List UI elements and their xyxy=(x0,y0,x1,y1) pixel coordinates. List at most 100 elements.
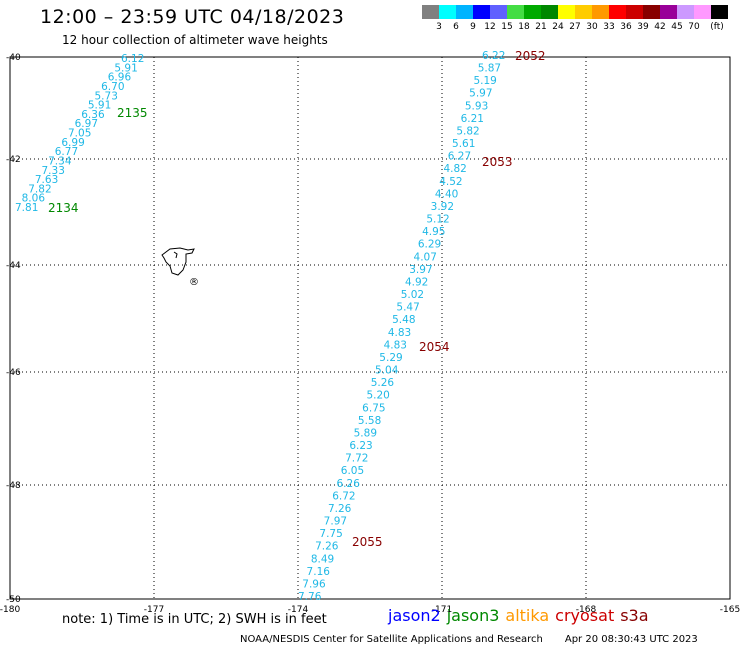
latitude-label: -48 xyxy=(6,481,21,491)
wave-height-value: 3.92 xyxy=(431,201,454,213)
longitude-label: -168 xyxy=(576,605,597,615)
pass-id-label: 2055 xyxy=(352,535,383,549)
color-scale-label: (ft) xyxy=(710,22,724,32)
longitude-label: -180 xyxy=(0,605,20,615)
wave-height-value: 5.20 xyxy=(366,390,389,402)
color-scale-label: 33 xyxy=(603,22,615,32)
wave-height-value: 7.34 xyxy=(48,155,72,167)
wave-height-value: 5.87 xyxy=(478,63,501,75)
legend-altika: altika xyxy=(505,606,550,625)
wave-height-value: 7.26 xyxy=(315,541,339,553)
color-swatch xyxy=(541,5,558,19)
wave-height-value: 7.96 xyxy=(302,578,326,590)
track-jason3: 6.125.916.966.705.735.916.366.977.056.99… xyxy=(15,53,148,215)
latitude-label: -50 xyxy=(6,595,21,605)
wave-height-value: 5.02 xyxy=(401,289,424,301)
credit-line: NOAA/NESDIS Center for Satellite Applica… xyxy=(240,634,698,645)
wave-height-value: 7.82 xyxy=(28,183,51,195)
wave-height-value: 7.81 xyxy=(15,202,38,214)
color-scale-label: 18 xyxy=(518,22,530,32)
wave-height-value: 4.82 xyxy=(443,163,466,175)
wave-height-value: 5.61 xyxy=(452,138,475,150)
wave-height-value: 6.36 xyxy=(81,109,105,121)
axis-labels: -180 -177 -174 -171 -168 -165 -40 -42 -44 -46 -48 -… xyxy=(0,53,740,615)
wave-height-value: 6.77 xyxy=(55,146,78,158)
longitude-label: -174 xyxy=(288,605,309,615)
color-swatch xyxy=(456,5,473,19)
color-swatch xyxy=(592,5,609,19)
color-scale-labels: 3 6 9 12 15 18 21 24 27 30 33 36 39 42 45 70 (ft) xyxy=(422,22,740,34)
wave-height-value: 4.83 xyxy=(384,339,407,351)
wave-height-value: 5.97 xyxy=(469,88,492,100)
wave-height-value: 6.29 xyxy=(418,239,441,251)
wave-height-value: 6.75 xyxy=(362,402,385,414)
legend-jason2: jason2 xyxy=(388,606,441,625)
color-scale-label: 9 xyxy=(470,22,476,32)
latitude-label: -40 xyxy=(6,53,21,63)
pass-id-label: 2054 xyxy=(419,340,450,354)
latitude-label: -44 xyxy=(6,261,21,271)
pass-id-label: 2134 xyxy=(48,201,79,215)
island-outline: ® xyxy=(161,247,199,288)
color-scale-label: 39 xyxy=(637,22,649,32)
generated-timestamp: Apr 20 08:30:43 UTC 2023 xyxy=(564,634,698,645)
legend-jason3: jason3 xyxy=(446,606,500,625)
wave-height-value: 7.05 xyxy=(68,128,91,140)
wave-height-value: 6.70 xyxy=(101,81,124,93)
color-swatch xyxy=(660,5,677,19)
wave-height-value: 5.93 xyxy=(465,100,488,112)
satellite-legend: jason2 jason3 altika cryosat s3a xyxy=(388,606,655,625)
wave-height-value: 4.83 xyxy=(388,327,411,339)
wave-height-value: 7.26 xyxy=(328,503,352,515)
color-scale-bar xyxy=(422,5,728,21)
wave-height-value: 8.49 xyxy=(311,553,334,565)
wave-height-value: 6.72 xyxy=(332,490,355,502)
latitude-label: -46 xyxy=(6,368,21,378)
wave-height-value: 5.47 xyxy=(396,302,419,314)
wave-height-value: 6.23 xyxy=(349,440,372,452)
color-scale-label: 12 xyxy=(484,22,496,32)
color-scale-label: 21 xyxy=(535,22,547,32)
wave-height-value: 7.97 xyxy=(324,516,347,528)
wave-height-value: 5.82 xyxy=(456,125,479,137)
color-swatch xyxy=(473,5,490,19)
lat-lon-grid xyxy=(10,57,730,599)
wave-height-value: 4.40 xyxy=(435,188,458,200)
island-symbol: ® xyxy=(189,277,199,288)
wave-height-value: 6.26 xyxy=(337,478,361,490)
wave-height-value: 4.92 xyxy=(405,276,428,288)
color-scale-label: 36 xyxy=(620,22,632,32)
color-swatch xyxy=(677,5,694,19)
wave-height-value: 6.21 xyxy=(461,113,484,125)
color-swatch xyxy=(575,5,592,19)
longitude-label: -177 xyxy=(144,605,164,615)
wave-height-value: 6.96 xyxy=(108,72,132,84)
wave-height-value: 5.91 xyxy=(88,100,111,112)
color-swatch xyxy=(711,5,728,19)
track-cryosat: 6.225.875.195.975.936.215.825.616.274.82… xyxy=(298,49,546,603)
color-swatch xyxy=(609,5,626,19)
color-swatch xyxy=(507,5,524,19)
color-scale-label: 15 xyxy=(501,22,513,32)
wave-height-value: 7.16 xyxy=(307,566,331,578)
latitude-label: -42 xyxy=(6,155,21,165)
footnote: note: 1) Time is in UTC; 2) SWH is in fe… xyxy=(62,612,327,627)
color-scale-label: 42 xyxy=(654,22,666,32)
wave-height-value: 3.97 xyxy=(409,264,432,276)
legend-s3a: s3a xyxy=(620,606,649,625)
color-swatch xyxy=(626,5,643,19)
color-scale-label: 27 xyxy=(569,22,581,32)
wave-height-value: 5.12 xyxy=(426,214,449,226)
wave-height-value: 5.19 xyxy=(473,75,496,87)
wave-height-value: 7.63 xyxy=(35,174,58,186)
color-scale-label: 3 xyxy=(436,22,442,32)
wave-height-value: 5.58 xyxy=(358,415,381,427)
color-scale-label: 6 xyxy=(453,22,459,32)
wave-height-value: 7.75 xyxy=(319,528,342,540)
wave-height-value: 5.91 xyxy=(114,62,137,74)
color-scale-label: 24 xyxy=(552,22,564,32)
wave-height-value: 6.05 xyxy=(341,465,364,477)
color-swatch xyxy=(558,5,575,19)
wave-height-value: 6.27 xyxy=(448,151,471,163)
color-swatch xyxy=(643,5,660,19)
